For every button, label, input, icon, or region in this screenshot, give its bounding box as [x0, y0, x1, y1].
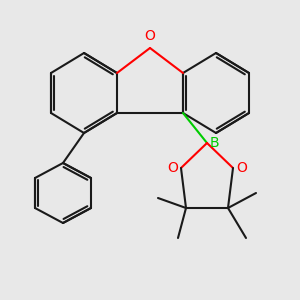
Text: O: O: [145, 29, 155, 44]
Text: O: O: [236, 161, 247, 175]
Text: B: B: [210, 136, 220, 150]
Text: O: O: [167, 161, 178, 175]
